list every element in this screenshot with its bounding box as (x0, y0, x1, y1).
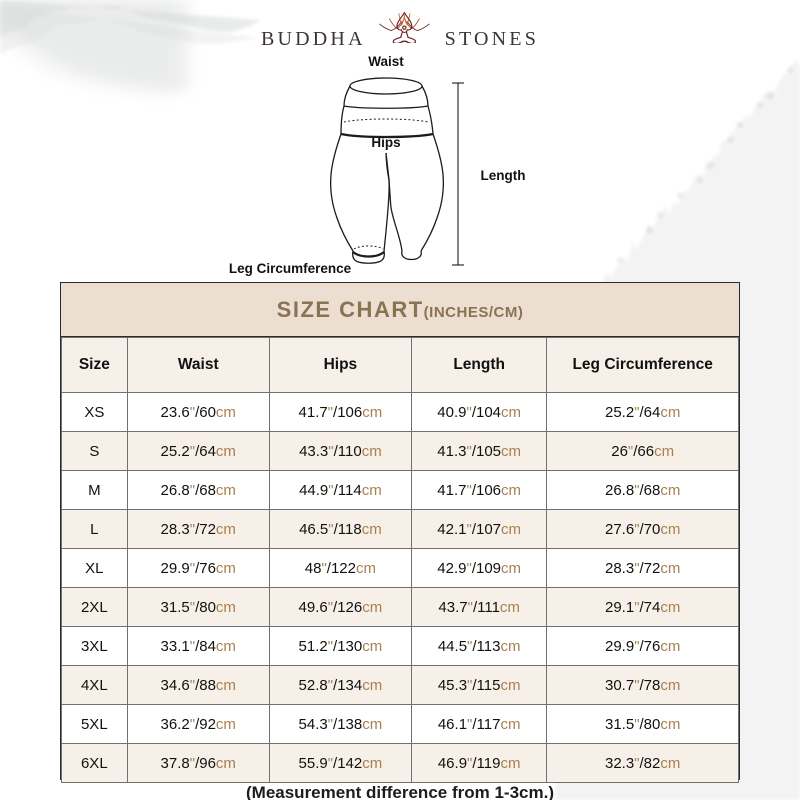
svg-text:Leg Circumference: Leg Circumference (229, 261, 352, 276)
svg-text:Length: Length (481, 168, 526, 183)
svg-text:Waist: Waist (368, 54, 404, 69)
svg-text:Hips: Hips (371, 135, 400, 150)
